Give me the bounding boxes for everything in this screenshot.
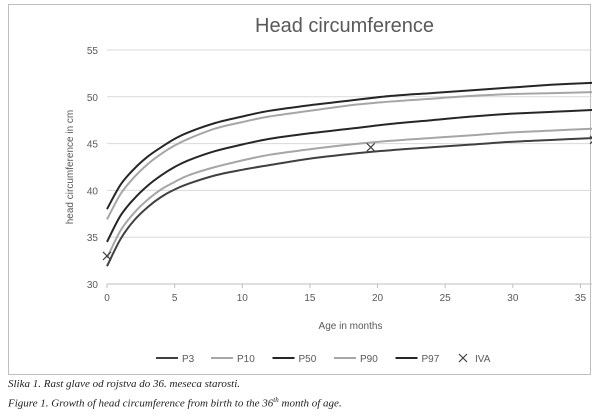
caption-english: Figure 1. Growth of head circumference f… xyxy=(8,396,342,410)
caption-english-main: Figure 1. Growth of head circumference f… xyxy=(8,397,274,410)
legend-label-p90: P90 xyxy=(360,354,378,365)
caption-english-superscript: th xyxy=(273,396,279,404)
series-line-p3 xyxy=(106,137,592,267)
legend-swatch-iva xyxy=(458,353,468,363)
y-tick-label: 55 xyxy=(87,46,99,57)
y-axis-title: head circumference in cm xyxy=(65,110,76,225)
legend-label-p97: P97 xyxy=(422,354,440,365)
x-tick-label: 10 xyxy=(237,293,249,304)
x-tick-label: 15 xyxy=(304,293,316,304)
legend-label-p10: P10 xyxy=(237,354,255,365)
chart-area: Head circumference 30 35 40 45 50 55 0 5 10 15 20 25… xyxy=(8,4,592,375)
x-tick-label: 20 xyxy=(372,293,384,304)
legend-label-p3: P3 xyxy=(182,354,195,365)
series-line-p97 xyxy=(106,81,592,210)
series-line-p10 xyxy=(106,127,592,259)
head-circumference-chart: Head circumference 30 35 40 45 50 55 0 5 10 15 20 25… xyxy=(65,15,592,365)
x-tick-label: 0 xyxy=(104,293,110,304)
y-tick-label: 35 xyxy=(87,233,99,244)
y-tick-label: 40 xyxy=(87,186,99,197)
marker-point-iva xyxy=(102,251,112,261)
x-axis-title: Age in months xyxy=(319,321,383,332)
x-tick-label: 5 xyxy=(172,293,178,304)
chart-title: Head circumference xyxy=(255,15,434,37)
caption-serbian: Slika 1. Rast glave od rojstva do 36. me… xyxy=(8,378,240,390)
marker-point-iva xyxy=(366,142,376,152)
y-tick-label: 30 xyxy=(87,280,99,291)
y-tick-label: 50 xyxy=(87,93,99,104)
x-tick-label: 25 xyxy=(440,293,452,304)
x-tick-label: 30 xyxy=(507,293,519,304)
legend-label-p50: P50 xyxy=(299,354,317,365)
marker-point-iva xyxy=(589,135,592,145)
x-tick-label: 35 xyxy=(575,293,587,304)
series-line-p90 xyxy=(106,91,592,220)
legend-label-iva: IVA xyxy=(475,354,491,365)
y-tick-label: 45 xyxy=(87,140,99,151)
series-line-p50 xyxy=(106,108,592,243)
caption-english-end: month of age. xyxy=(278,397,342,410)
